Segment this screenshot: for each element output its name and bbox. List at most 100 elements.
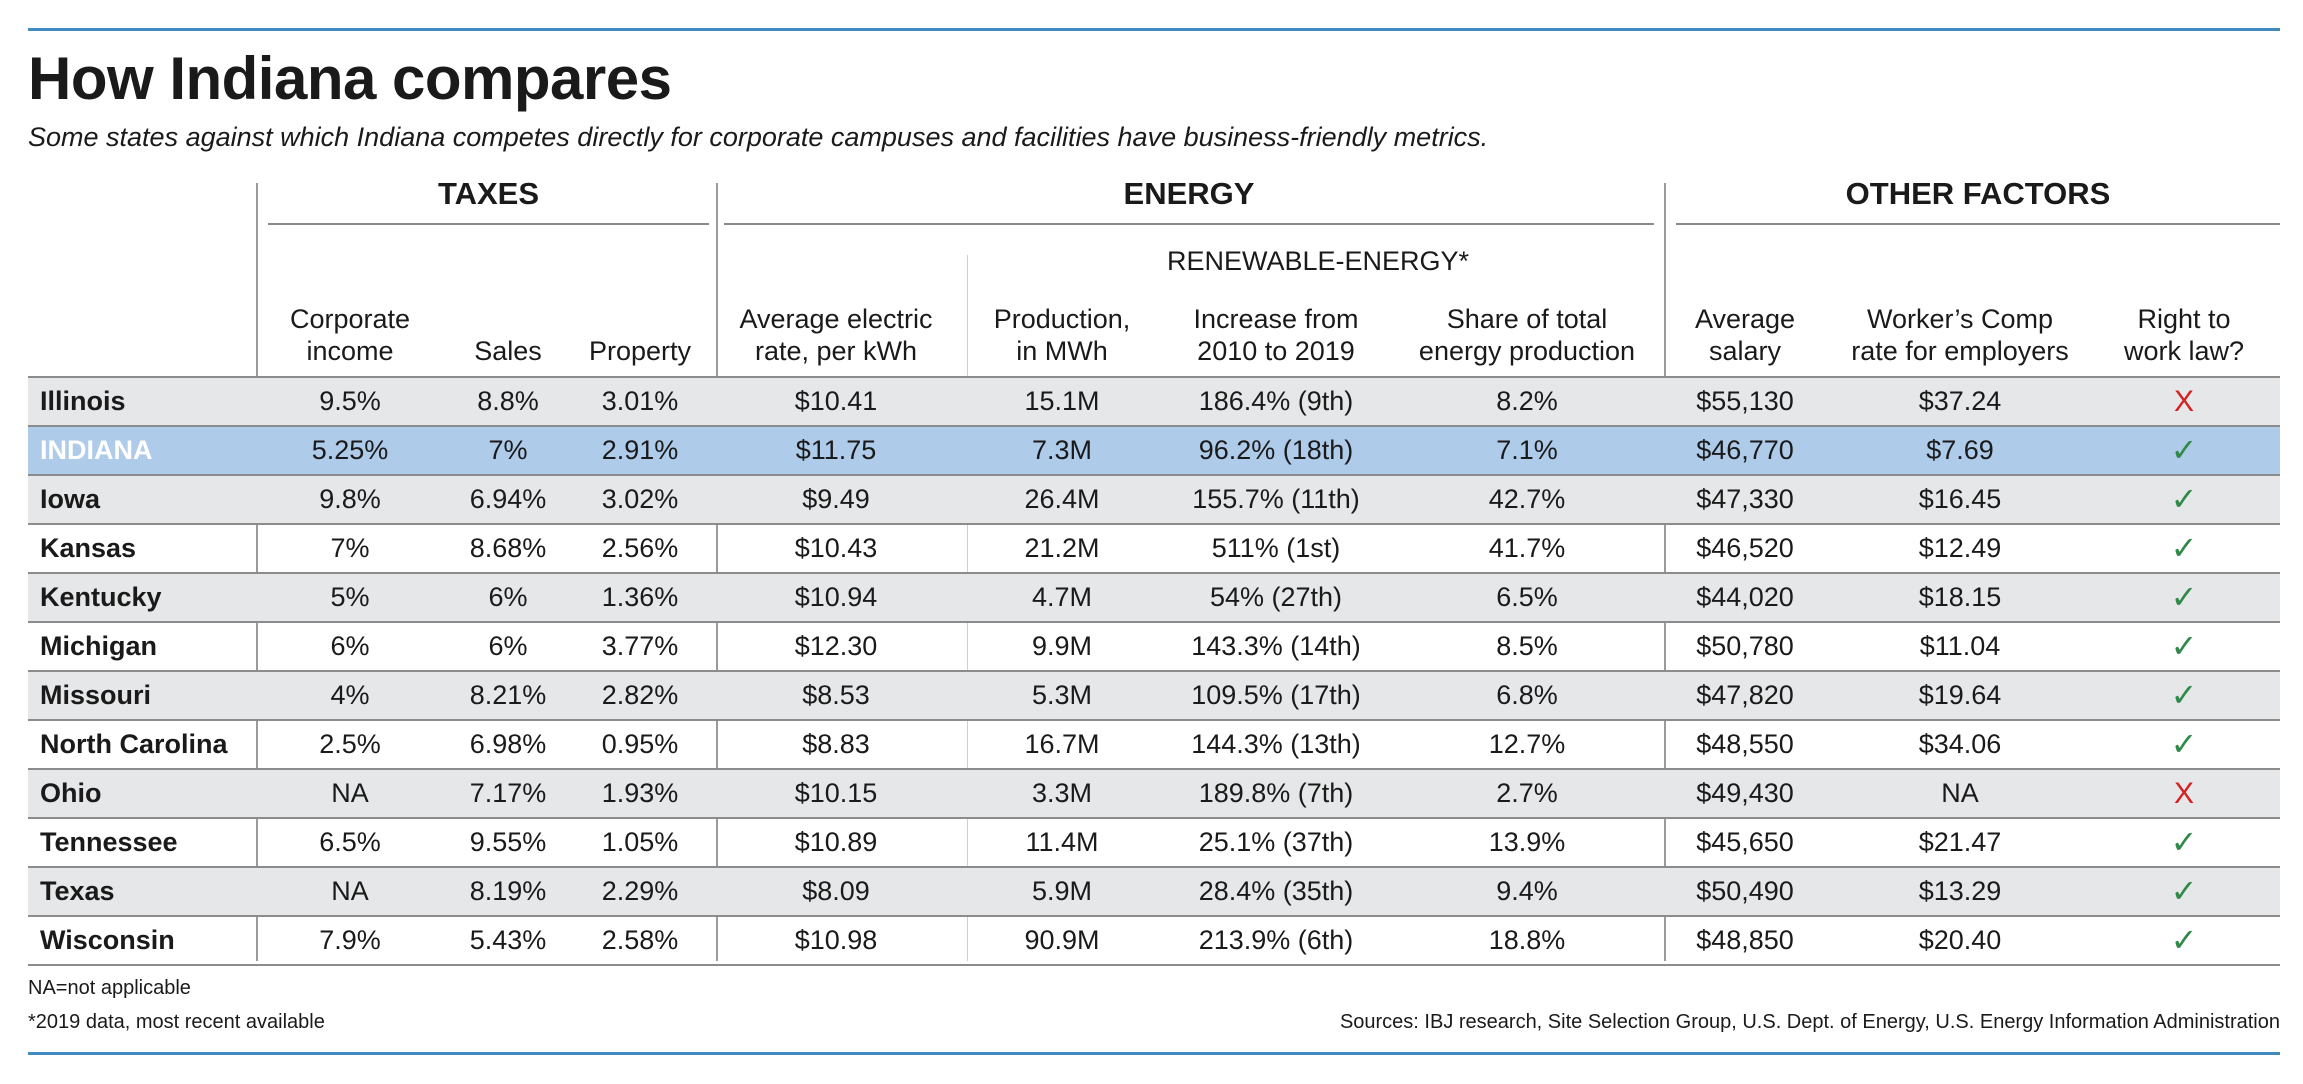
column-header-share: Share of total energy production [1377,303,1677,367]
check-mark-icon: ✓ [2170,824,2198,860]
cell-share: 41.7% [1488,533,1566,563]
bottom-rule [28,1052,2280,1055]
cell-corp: 7.9% [319,925,381,955]
column-header-line: Production, [993,304,1131,334]
cell-sales: 8.21% [469,680,547,710]
group-underline-taxes [268,223,709,225]
cell-property: 1.93% [601,778,679,808]
state-name: Tennessee [40,827,178,857]
cell-share: 6.8% [1496,680,1558,710]
cell-comp: $16.45 [1918,484,2002,514]
group-underline-energy [724,223,1654,225]
column-header-line: income [306,336,394,366]
cell-production: 11.4M [1025,827,1099,857]
group-underline-other [1676,223,2280,225]
sources-note: Sources: IBJ research, Site Selection Gr… [1339,1011,2280,1033]
cell-increase: 109.5% (17th) [1191,680,1361,710]
table-row: Kentucky 5% 6% 1.36% $10.94 4.7M 54% (27th) 6.5… [28,574,2280,623]
cell-increase: 186.4% (9th) [1198,386,1354,416]
cell-increase: 143.3% (14th) [1191,631,1361,661]
column-header-line: rate for employers [1851,336,2069,366]
cell-property: 2.91% [601,435,679,465]
state-name: Missouri [40,680,152,710]
state-name: Kentucky [40,582,162,612]
cell-increase: 54% (27th) [1209,582,1343,612]
column-header-property: Property [550,335,730,367]
table-row: Tennessee 6.5% 9.55% 1.05% $10.89 11.4M 25.1% … [28,819,2280,868]
cell-increase: 28.4% (35th) [1198,876,1354,906]
cell-increase: 511% (1st) [1211,533,1341,563]
cell-rate: $10.89 [794,827,878,857]
cell-rate: $8.53 [802,680,870,710]
column-header-corp: Corporate income [240,303,460,367]
cell-rate: $10.15 [794,778,878,808]
state-name: Wisconsin [40,925,175,955]
cell-sales: 6.94% [469,484,547,514]
check-mark-icon: ✓ [2170,677,2198,713]
check-mark-icon: ✓ [2170,530,2198,566]
cell-property: 2.58% [601,925,679,955]
cell-corp: 9.8% [319,484,381,514]
cell-comp: $7.69 [1926,435,1994,465]
table-row: Kansas 7% 8.68% 2.56% $10.43 21.2M 511% (1st) 4… [28,525,2280,574]
cell-sales: 8.19% [469,876,547,906]
cell-production: 5.9M [1031,876,1093,906]
column-header-salary: Average salary [1645,303,1845,367]
column-header-line: in MWh [1016,336,1108,366]
cell-rate: $8.09 [802,876,870,906]
cell-rate: $10.98 [794,925,878,955]
cell-comp: $34.06 [1918,729,2002,759]
cell-increase: 189.8% (7th) [1198,778,1354,808]
cell-production: 26.4M [1024,484,1100,514]
cell-rate: $10.41 [794,386,878,416]
cell-corp: 5% [330,582,370,612]
table-row: Ohio NA 7.17% 1.93% $10.15 3.3M 189.8% (7th) 2.… [28,770,2280,819]
check-mark-icon: ✓ [2170,922,2198,958]
cell-share: 8.2% [1496,386,1558,416]
column-header-line: Property [588,336,692,366]
cell-comp: $21.47 [1918,827,2002,857]
top-rule [28,28,2280,31]
cell-property: 1.36% [601,582,679,612]
cell-comp: $13.29 [1918,876,2002,906]
cell-property: 0.95% [601,729,679,759]
cell-corp: 6.5% [319,827,381,857]
cell-corp: NA [331,778,369,808]
cell-salary: $50,490 [1696,876,1794,906]
comparison-table: Illinois 9.5% 8.8% 3.01% $10.41 15.1M 186.4% (… [28,376,2280,966]
state-name: Illinois [40,386,126,416]
cell-share: 2.7% [1496,778,1558,808]
column-header-line: Worker’s Comp [1866,304,2054,334]
column-header-line: energy production [1418,336,1636,366]
cell-property: 3.77% [601,631,679,661]
cell-share: 13.9% [1488,827,1566,857]
check-mark-icon: ✓ [2170,873,2198,909]
cell-sales: 5.43% [469,925,547,955]
cell-rate: $10.94 [794,582,878,612]
subgroup-header-renewable: RENEWABLE-ENERGY* [1166,246,1470,276]
cell-sales: 8.68% [469,533,547,563]
state-name: Ohio [40,778,102,808]
column-header-production: Production, in MWh [952,303,1172,367]
cell-share: 9.4% [1496,876,1558,906]
table-row: Texas NA 8.19% 2.29% $8.09 5.9M 28.4% (35th) 9.… [28,868,2280,917]
cell-share: 6.5% [1496,582,1558,612]
column-header-line: Average electric [739,304,933,334]
cell-comp: $11.04 [1919,631,2001,661]
cell-share: 8.5% [1496,631,1558,661]
cell-share: 7.1% [1496,435,1558,465]
column-header-rtw: Right to work law? [2084,303,2284,367]
cell-production: 16.7M [1024,729,1100,759]
cell-increase: 213.9% (6th) [1198,925,1354,955]
cell-comp: NA [1941,778,1979,808]
cell-sales: 6% [488,582,528,612]
cell-salary: $48,550 [1696,729,1794,759]
check-mark-icon: ✓ [2170,481,2198,517]
cell-comp: $18.15 [1918,582,2002,612]
cell-rate: $10.43 [794,533,878,563]
cell-rate: $12.30 [794,631,878,661]
cell-salary: $46,520 [1696,533,1794,563]
cell-salary: $55,130 [1696,386,1794,416]
group-header-taxes: TAXES [437,176,540,211]
cell-sales: 6.98% [469,729,547,759]
